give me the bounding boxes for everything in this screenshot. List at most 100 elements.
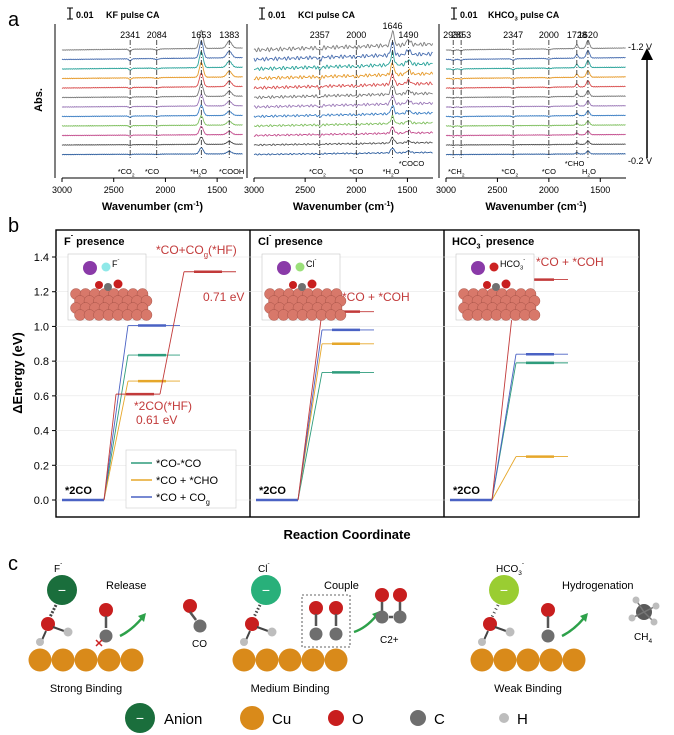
ir-spectrum-trace: [61, 147, 243, 156]
voltage-arrow-head: [641, 48, 653, 60]
energy-annotation-upper-ev: 0.71 eV: [203, 290, 244, 304]
ir-band-label: 1490: [398, 30, 418, 40]
energy-connector: [159, 271, 185, 395]
inset-cu-atom: [334, 309, 347, 321]
ir-spectrum-trace: [61, 82, 243, 99]
mechanism-legend: − Anion Cu O C H: [125, 703, 528, 733]
inset-k-ion: [277, 261, 291, 275]
energy-start-label: *2CO: [65, 485, 92, 497]
energy-y-tick-label: 1.0: [34, 321, 49, 333]
coupling-box: [301, 594, 351, 648]
co-c-atom: [309, 627, 323, 641]
energy-y-tick-label: 0.4: [34, 426, 49, 438]
ir-spectrum-trace: [445, 100, 626, 109]
ir-spectrum-trace: [61, 29, 243, 52]
reaction-arrow-head: [580, 613, 588, 622]
energy-panel-3: HCO3- presence *2CO HCO3- *CO + *COH: [450, 231, 604, 502]
inset-k-ion: [83, 261, 97, 275]
anion-minus: −: [500, 582, 508, 598]
energy-connector: [297, 311, 323, 501]
ir-band-label: 2357: [310, 30, 330, 40]
ir-spectrum-trace: [253, 62, 434, 81]
ir-spectrum-trace: [253, 105, 433, 118]
ir-band-label: 1728: [567, 30, 587, 40]
legend-anion-minus: −: [136, 710, 144, 726]
energy-frame: [55, 229, 640, 518]
h-atom: [63, 627, 73, 637]
oh-o-atom: [483, 617, 497, 631]
ir-band-label: 2084: [147, 30, 167, 40]
cu-atom: [74, 648, 98, 672]
energy-connector: [103, 325, 129, 501]
mechanism-ion-label: F-: [54, 560, 62, 575]
mechanism-ion-label: HCO3-: [496, 560, 524, 577]
surface-inset: Cl-: [261, 253, 347, 321]
mechanism-panel-3: HCO3- − Hydrogenation CH4 Weak Binding: [470, 560, 660, 695]
ir-spectrum-trace: [61, 125, 243, 137]
energy-panel-title: HCO3- presence: [452, 231, 534, 250]
inset-ion-label: HCO3-: [500, 257, 525, 272]
ir-spectrum-trace: [445, 39, 626, 52]
mechanism-product-label: C2+: [380, 635, 399, 646]
legend-swatch-c: [410, 710, 426, 726]
ir-assignment-label: *CO2: [118, 167, 135, 178]
mechanism-panel-2: Cl- − Couple C2+ Medium Binding: [232, 560, 407, 695]
oh-bond: [41, 630, 47, 641]
legend-label: O: [352, 711, 364, 728]
mechanism-product-label: CO: [192, 639, 207, 650]
ir-spectrum-trace: [445, 130, 626, 137]
cu-atom: [51, 648, 75, 672]
ir-x-tick-label: 2000: [155, 185, 175, 195]
cu-atom: [301, 648, 325, 672]
product-o-atom: [183, 599, 197, 613]
ir-spectrum-trace: [61, 104, 243, 118]
energy-y-tick-label: 0.2: [34, 460, 49, 472]
energy-annotation-upper: *CO + *COH: [536, 255, 604, 269]
mechanism-action-label: Couple: [324, 580, 359, 592]
ir-spectrum-trace: [445, 49, 626, 62]
cu-atom: [539, 648, 563, 672]
mechanism-product-label: CH4: [634, 632, 652, 645]
ir-x-tick-label: 2000: [346, 185, 366, 195]
ir-x-tick-label: 1500: [207, 185, 227, 195]
co-c-atom: [329, 627, 343, 641]
product-bond: [189, 611, 197, 621]
inset-anion-atom: [101, 262, 111, 272]
ir-panel-title: KF pulse CA: [106, 10, 160, 20]
mechanism-panel-1: F- − Release CO Strong Binding: [28, 560, 207, 695]
ir-assignment-label: *CO: [145, 167, 159, 176]
inset-cu-atom: [528, 309, 541, 321]
scale-bar-label: 0.01: [76, 10, 94, 20]
h-atom: [505, 627, 515, 637]
oh-bond: [245, 630, 251, 641]
ir-spectrum-trace: [253, 94, 434, 109]
energy-connector: [103, 354, 129, 501]
ir-spectrum-trace: [253, 49, 433, 72]
ir-x-tick-label: 2500: [104, 185, 124, 195]
ir-band-label: 1646: [382, 21, 402, 31]
cu-atom: [278, 648, 302, 672]
cu-atom: [562, 648, 586, 672]
energy-connector: [491, 354, 517, 501]
mechanism-binding-label: Weak Binding: [494, 683, 562, 695]
energy-legend-frame: [125, 449, 237, 509]
reaction-arrow: [353, 615, 377, 634]
ir-spectrum-trace: [445, 59, 626, 71]
ir-spectrum-trace: [253, 41, 433, 62]
cu-atom: [97, 648, 121, 672]
co-o-atom: [99, 603, 113, 617]
anion-sphere: [489, 575, 519, 605]
inset-anion-atom: [295, 262, 305, 272]
ir-x-tick-label: 3000: [436, 185, 456, 195]
ir-spectrum-trace: [445, 69, 626, 81]
ir-spectrum-trace: [253, 126, 433, 137]
cu-atom: [28, 648, 52, 672]
legend-label: H: [517, 711, 528, 728]
anion-sphere: [251, 575, 281, 605]
mechanism-binding-label: Medium Binding: [251, 683, 330, 695]
cu-atom: [516, 648, 540, 672]
